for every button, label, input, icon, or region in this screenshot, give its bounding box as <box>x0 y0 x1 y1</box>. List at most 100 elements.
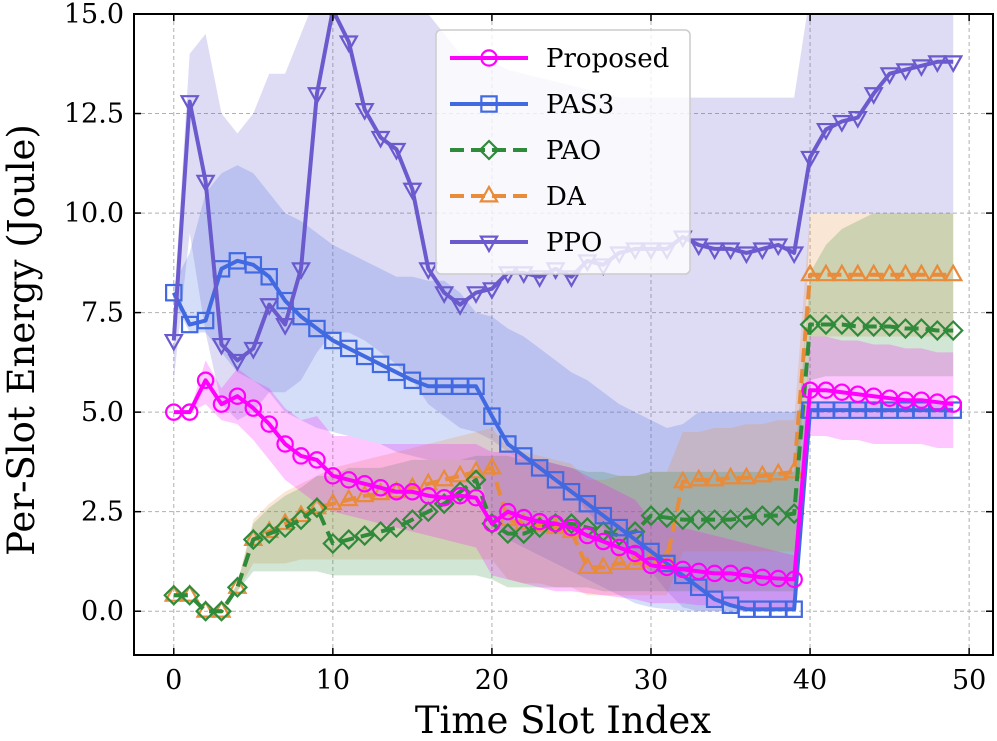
point-da <box>481 456 502 475</box>
point-da <box>720 466 741 485</box>
point-ppo <box>831 114 852 133</box>
point-pas3 <box>610 518 628 537</box>
point-pao <box>719 509 742 531</box>
point-ppo <box>354 103 375 121</box>
point-pao <box>926 319 948 342</box>
point-ppo <box>370 130 391 149</box>
point-ppo <box>815 122 836 141</box>
point-da <box>418 472 439 491</box>
point-pao <box>306 497 328 519</box>
x-tick-label: 20 <box>475 665 509 696</box>
point-proposed <box>944 395 962 413</box>
legend-marker-proposed <box>480 49 498 67</box>
point-da <box>577 556 598 574</box>
y-tick-label: 5.0 <box>81 397 124 428</box>
point-proposed <box>355 475 374 493</box>
point-proposed <box>403 483 422 501</box>
point-ppo <box>275 318 296 336</box>
point-proposed <box>371 479 390 497</box>
point-pas3 <box>530 459 549 477</box>
point-ppo <box>895 63 916 81</box>
point-ppo <box>720 242 741 261</box>
point-proposed <box>340 471 358 489</box>
point-pao <box>497 523 519 545</box>
point-ppo <box>736 246 757 265</box>
point-pao <box>195 600 217 622</box>
point-proposed <box>196 371 215 390</box>
point-da <box>847 263 868 282</box>
legend: Proposed PAS3 PAO DA PPO <box>435 29 691 275</box>
series-proposed <box>165 371 962 589</box>
point-pao <box>910 317 932 340</box>
point-pao <box>672 509 694 531</box>
point-proposed <box>260 415 278 433</box>
point-pao <box>338 528 360 551</box>
point-da <box>593 556 614 574</box>
point-pao <box>640 505 662 527</box>
point-pas3 <box>514 447 533 465</box>
x-tick-label: 10 <box>316 665 350 696</box>
point-da <box>879 263 900 282</box>
point-pas3 <box>260 268 278 286</box>
point-proposed <box>546 514 565 533</box>
point-ppo <box>243 341 264 360</box>
point-ppo <box>784 246 805 265</box>
point-proposed <box>610 538 628 557</box>
point-ppo <box>879 67 900 85</box>
point-ppo <box>195 174 216 193</box>
plot-frame <box>133 13 994 656</box>
point-ppo <box>688 238 709 257</box>
point-proposed <box>594 532 613 551</box>
point-proposed <box>578 526 597 545</box>
point-ppo <box>847 111 868 129</box>
point-pao <box>656 507 678 529</box>
y-tick-label: 15.0 <box>64 0 124 30</box>
point-pao <box>370 521 392 543</box>
legend-entry-ppo: PPO <box>450 228 602 258</box>
point-da <box>513 512 534 531</box>
point-pao <box>942 319 964 342</box>
y-tick-label: 10.0 <box>64 198 124 229</box>
point-pas3 <box>308 319 326 338</box>
point-pao <box>560 513 583 535</box>
point-pas3 <box>499 435 517 453</box>
legend-label-pao: PAO <box>546 136 601 166</box>
point-ppo <box>927 55 948 74</box>
y-axis-title: Per-Slot Energy (Joule) <box>0 124 43 556</box>
point-da <box>338 488 359 507</box>
point-pao <box>847 315 869 338</box>
point-pao <box>210 600 233 622</box>
y-tick-label: 0.0 <box>81 596 124 627</box>
point-proposed <box>324 467 342 485</box>
point-pao <box>274 517 296 539</box>
point-ppo <box>800 150 821 169</box>
point-proposed <box>562 518 581 537</box>
legend-entry-proposed: Proposed <box>450 44 669 74</box>
point-ppo <box>227 353 248 372</box>
point-ppo <box>179 95 200 113</box>
legend-marker-pao <box>478 139 500 161</box>
band-ppo <box>173 14 954 612</box>
legend-label-da: DA <box>546 182 587 212</box>
legend-label-ppo: PPO <box>546 228 602 258</box>
point-pao <box>799 313 821 336</box>
point-pao <box>242 528 264 551</box>
point-proposed <box>180 403 199 421</box>
legend-entry-pao: PAO <box>450 136 601 166</box>
point-da <box>322 492 343 511</box>
point-proposed <box>292 447 310 465</box>
point-pao <box>704 509 726 531</box>
point-pao <box>863 315 885 338</box>
point-pas3 <box>578 494 597 513</box>
point-ppo <box>338 35 359 54</box>
point-da <box>227 576 248 594</box>
point-pao <box>831 313 853 336</box>
point-da <box>434 468 455 487</box>
legend-marker-da <box>479 184 499 203</box>
point-pas3 <box>244 256 263 274</box>
point-pao <box>879 315 901 338</box>
point-proposed <box>212 395 231 413</box>
point-pao <box>258 523 280 545</box>
point-proposed <box>467 488 485 507</box>
